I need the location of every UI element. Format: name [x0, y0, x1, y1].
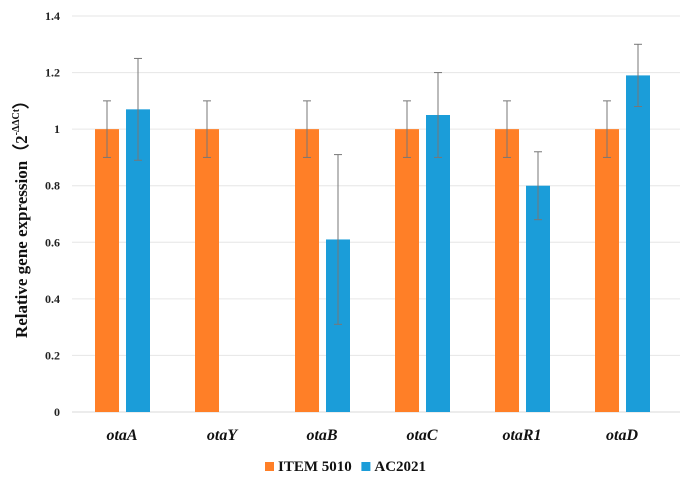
legend-label: AC2021	[374, 459, 426, 475]
gridlines	[72, 15, 680, 413]
bar	[495, 129, 519, 412]
y-tick-label: 0	[54, 405, 60, 419]
y-tick-label: 0.2	[45, 348, 60, 362]
error-bars	[103, 43, 642, 325]
y-axis-ticks: 0 0.2 0.4 0.6 0.8 1 1.2 1.4	[45, 9, 60, 419]
y-axis-label-main: Relative gene expression（2	[11, 135, 31, 338]
legend-label: ITEM 5010	[278, 459, 352, 475]
y-axis-label-close: ）	[11, 92, 31, 109]
legend: ITEM 5010 AC2021	[265, 459, 426, 475]
y-tick-label: 0.6	[45, 235, 60, 249]
x-category-label: otaC	[406, 427, 437, 444]
y-axis-label: Relative gene expression（2-ΔΔCt）	[11, 92, 31, 338]
x-category-label: otaR1	[502, 427, 541, 444]
x-category-label: otaD	[606, 427, 638, 444]
bar	[426, 115, 450, 412]
bar	[295, 129, 319, 412]
y-tick-label: 0.4	[45, 292, 60, 306]
y-tick-label: 0.8	[45, 179, 60, 193]
y-tick-label: 1.2	[45, 66, 60, 80]
bar	[595, 129, 619, 412]
bar	[195, 129, 219, 412]
bars	[95, 75, 650, 413]
bar	[626, 75, 650, 413]
legend-swatch	[265, 462, 274, 471]
y-tick-label: 1	[54, 122, 60, 136]
x-axis-categories: otaA otaY otaB otaC otaR1 otaD	[106, 427, 638, 444]
x-category-label: otaA	[106, 427, 137, 444]
bar	[95, 129, 119, 412]
legend-swatch	[361, 462, 371, 471]
bar	[526, 185, 550, 412]
x-category-label: otaB	[306, 427, 337, 444]
bar	[395, 129, 419, 412]
x-category-label: otaY	[207, 427, 238, 444]
y-axis-label-superscript: -ΔΔCt	[11, 108, 22, 135]
y-tick-label: 1.4	[45, 9, 60, 23]
